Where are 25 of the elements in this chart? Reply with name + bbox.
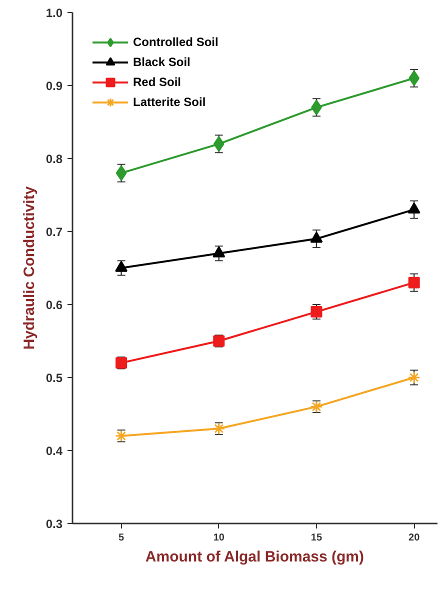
y-tick-label: 0.5: [46, 371, 63, 385]
point: [408, 276, 420, 288]
legend-label: Red Soil: [133, 75, 182, 89]
y-axis-title: Hydraulic Conductivity: [20, 186, 38, 350]
legend-label: Latterite Soil: [133, 95, 206, 109]
x-tick-label: 5: [118, 532, 125, 544]
y-tick-label: 0.6: [46, 298, 63, 312]
x-axis-title: Amount of Algal Biomass (gm): [145, 548, 364, 566]
y-tick-label: 0.8: [46, 152, 63, 166]
y-tick-label: 0.7: [46, 225, 63, 239]
x-tick-label: 10: [213, 532, 225, 544]
point: [310, 232, 323, 243]
point: [212, 246, 226, 258]
x-tick-label: 15: [310, 532, 322, 544]
legend-label: Black Soil: [133, 55, 190, 69]
legend-label: Controlled Soil: [133, 35, 218, 49]
y-tick-label: 0.9: [46, 79, 63, 93]
point: [310, 306, 322, 318]
y-tick-label: 1.0: [46, 6, 63, 20]
point: [408, 371, 420, 384]
point: [408, 202, 420, 214]
x-tick-label: 20: [408, 532, 420, 544]
y-tick-label: 0.3: [46, 517, 63, 531]
point: [115, 260, 128, 272]
y-tick-label: 0.4: [46, 444, 63, 458]
